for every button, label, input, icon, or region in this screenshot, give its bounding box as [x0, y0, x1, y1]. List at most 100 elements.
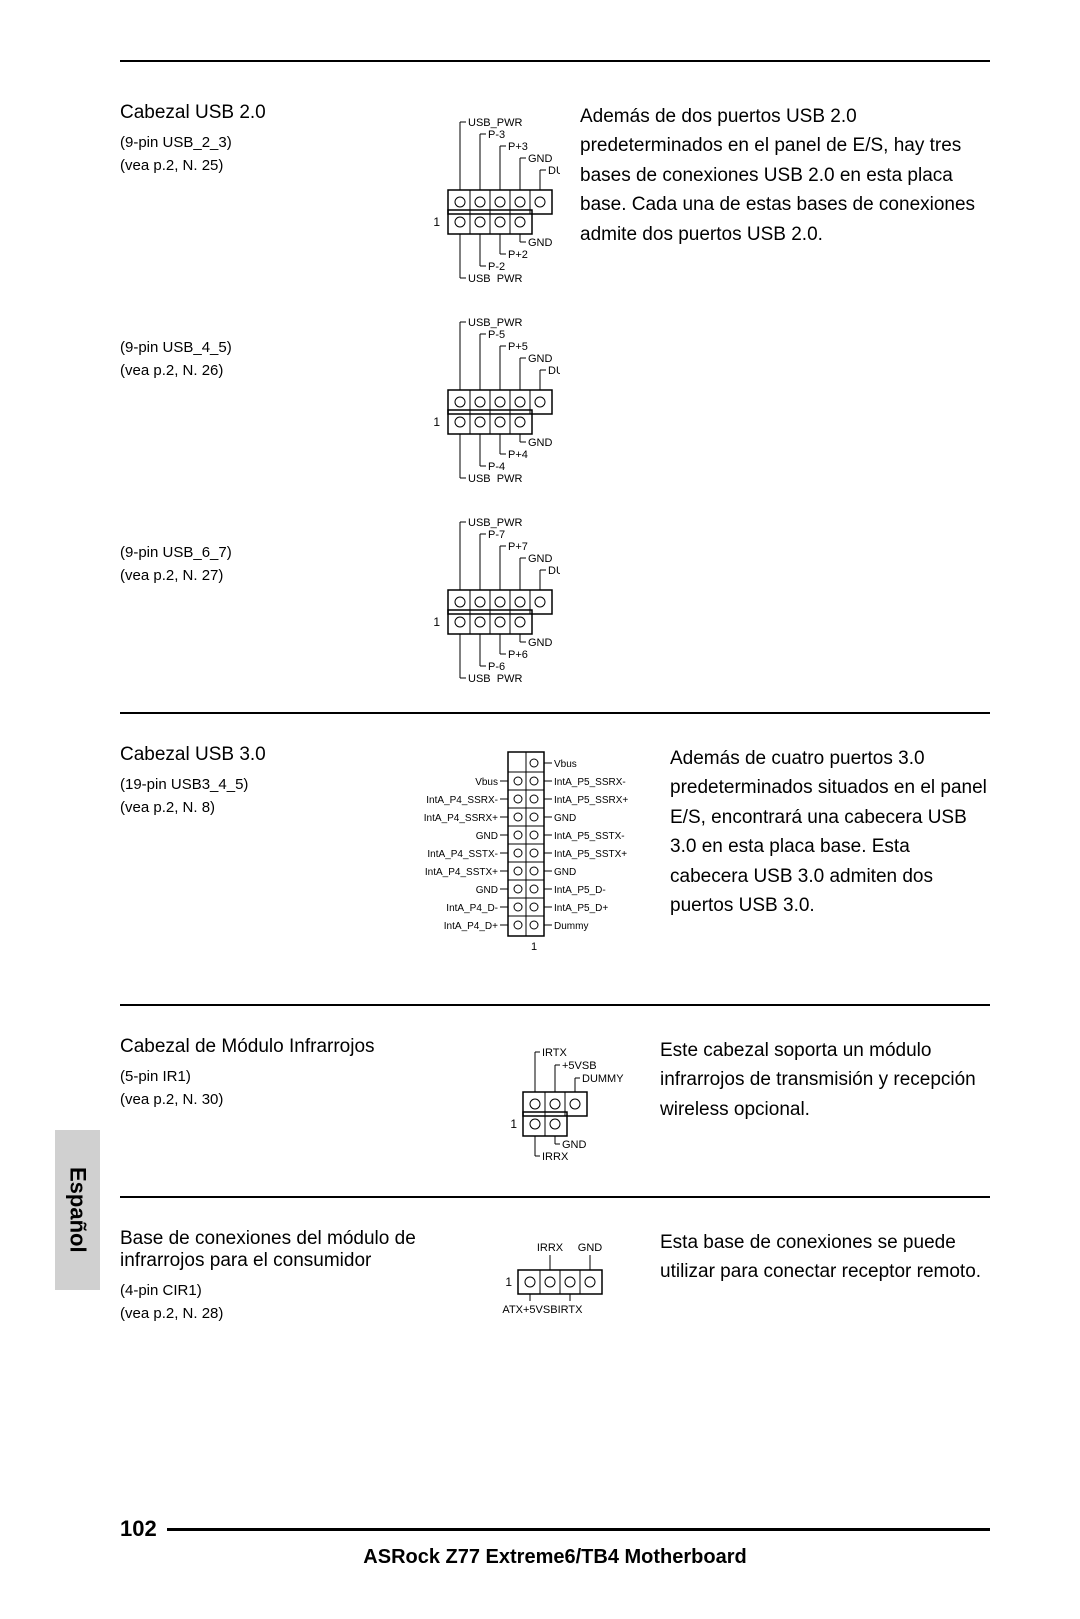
usb20-left: Cabezal USB 2.0 (9-pin USB_2_3) (vea p.2… — [120, 102, 370, 682]
svg-text:IntA_P4_SSTX+: IntA_P4_SSTX+ — [425, 867, 498, 878]
svg-text:GND: GND — [562, 1139, 587, 1151]
svg-text:1: 1 — [505, 1275, 512, 1289]
svg-text:IRRX: IRRX — [537, 1242, 564, 1254]
usb30-left: Cabezal USB 3.0 (19-pin USB3_4_5) (vea p… — [120, 744, 370, 974]
svg-text:1: 1 — [510, 1117, 517, 1131]
svg-text:IntA_P4_D-: IntA_P4_D- — [446, 903, 498, 914]
svg-text:P-2: P-2 — [488, 261, 505, 273]
usb20-ref2-2: (vea p.2, N. 27) — [120, 565, 370, 588]
svg-text:IRTX: IRTX — [542, 1047, 568, 1059]
ir-ref1: (5-pin IR1) — [120, 1066, 460, 1089]
svg-text:DUMMY: DUMMY — [548, 365, 560, 377]
language-tab: Español — [55, 1130, 100, 1290]
ir-ref2: (vea p.2, N. 30) — [120, 1089, 460, 1112]
svg-text:1: 1 — [433, 215, 440, 229]
usb30-section: Cabezal USB 3.0 (19-pin USB3_4_5) (vea p… — [120, 744, 990, 974]
svg-text:IntA_P5_D+: IntA_P5_D+ — [554, 903, 608, 914]
ir-left: Cabezal de Módulo Infrarrojos (5-pin IR1… — [120, 1036, 460, 1166]
usb30-ref2: (vea p.2, N. 8) — [120, 797, 370, 820]
usb30-body: Además de cuatro puertos 3.0 predetermin… — [670, 744, 990, 974]
svg-text:USB_PWR: USB_PWR — [468, 673, 522, 682]
svg-text:P-7: P-7 — [488, 529, 505, 541]
cir-body: Esta base de conexiones se puede utiliza… — [660, 1228, 990, 1325]
usb20-ref1-2: (9-pin USB_6_7) — [120, 542, 370, 565]
svg-text:P+5: P+5 — [508, 341, 528, 353]
svg-text:+5VSB: +5VSB — [562, 1060, 597, 1072]
svg-text:DUMMY: DUMMY — [548, 565, 560, 577]
page-number: 102 — [120, 1516, 157, 1542]
usb20-diagrams: 1USB_PWRP-3P+3GNDDUMMYGNDP+2P-2USB_PWR 1… — [390, 102, 560, 682]
divider-3 — [120, 1196, 990, 1198]
svg-text:GND: GND — [554, 813, 576, 824]
top-rule — [120, 60, 990, 62]
usb20-body: Además de dos puertos USB 2.0 predetermi… — [580, 102, 990, 682]
usb20-ref1-1: (9-pin USB_4_5) — [120, 337, 370, 360]
usb20-ref2-0: (vea p.2, N. 25) — [120, 155, 370, 178]
cir-diagram: 1IRRXGNDATX+5VSBIRTX — [480, 1228, 640, 1325]
cir-title: Base de conexiones del módulo de infrarr… — [120, 1228, 460, 1272]
svg-text:GND: GND — [554, 867, 576, 878]
usb20-section: Cabezal USB 2.0 (9-pin USB_2_3) (vea p.2… — [120, 102, 990, 682]
cir-left: Base de conexiones del módulo de infrarr… — [120, 1228, 460, 1325]
svg-text:USB_PWR: USB_PWR — [468, 317, 522, 329]
svg-text:GND: GND — [476, 831, 498, 842]
svg-text:GND: GND — [528, 437, 553, 449]
svg-text:P-5: P-5 — [488, 329, 505, 341]
svg-text:DUMMY: DUMMY — [582, 1073, 624, 1085]
svg-text:Vbus: Vbus — [554, 759, 577, 770]
svg-text:GND: GND — [528, 237, 553, 249]
svg-text:1: 1 — [531, 941, 537, 953]
svg-text:Vbus: Vbus — [475, 777, 498, 788]
ir-section: Cabezal de Módulo Infrarrojos (5-pin IR1… — [120, 1036, 990, 1166]
svg-text:GND: GND — [528, 153, 553, 165]
svg-text:USB_PWR: USB_PWR — [468, 473, 522, 482]
svg-text:DUMMY: DUMMY — [548, 165, 560, 177]
svg-text:IntA_P4_SSTX-: IntA_P4_SSTX- — [427, 849, 498, 860]
ir-pinout: 1 IRTX+5VSBDUMMY GNDIRRX — [480, 1036, 640, 1166]
svg-text:IntA_P5_D-: IntA_P5_D- — [554, 885, 606, 896]
svg-text:Dummy: Dummy — [554, 921, 588, 932]
svg-text:GND: GND — [528, 553, 553, 565]
svg-text:GND: GND — [528, 637, 553, 649]
usb20-ref1-0: (9-pin USB_2_3) — [120, 132, 370, 155]
svg-text:IRTX: IRTX — [558, 1304, 584, 1316]
svg-text:GND: GND — [476, 885, 498, 896]
ir-body: Este cabezal soporta un módulo infrarroj… — [660, 1036, 990, 1166]
svg-text:P-4: P-4 — [488, 461, 505, 473]
usb20-pinout-2: 1USB_PWRP-7P+7GNDDUMMYGNDP+6P-6USB_PWR — [390, 502, 560, 682]
cir-pinout: 1IRRXGNDATX+5VSBIRTX — [480, 1237, 640, 1317]
svg-text:GND: GND — [578, 1242, 603, 1254]
svg-text:USB_PWR: USB_PWR — [468, 517, 522, 529]
ir-title: Cabezal de Módulo Infrarrojos — [120, 1036, 460, 1058]
svg-text:GND: GND — [528, 353, 553, 365]
svg-text:IntA_P4_SSRX+: IntA_P4_SSRX+ — [424, 813, 498, 824]
usb20-pinout-0: 1USB_PWRP-3P+3GNDDUMMYGNDP+2P-2USB_PWR — [390, 102, 560, 282]
usb30-diagram: Vbus IntA_P5_SSRX- IntA_P5_SSRX+ GND IntA_P5… — [390, 744, 650, 974]
svg-text:P+3: P+3 — [508, 141, 528, 153]
usb30-pinout: Vbus IntA_P5_SSRX- IntA_P5_SSRX+ GND IntA_P5… — [390, 744, 650, 974]
svg-text:IntA_P4_D+: IntA_P4_D+ — [444, 921, 498, 932]
usb20-ref2-1: (vea p.2, N. 26) — [120, 360, 370, 383]
divider-1 — [120, 712, 990, 714]
usb30-ref1: (19-pin USB3_4_5) — [120, 774, 370, 797]
svg-text:P+7: P+7 — [508, 541, 528, 553]
usb20-pinout-1: 1USB_PWRP-5P+5GNDDUMMYGNDP+4P-4USB_PWR — [390, 302, 560, 482]
footer-rule — [167, 1528, 990, 1531]
svg-text:IntA_P5_SSTX+: IntA_P5_SSTX+ — [554, 849, 627, 860]
ir-diagram: 1 IRTX+5VSBDUMMY GNDIRRX — [480, 1036, 640, 1166]
cir-section: Base de conexiones del módulo de infrarr… — [120, 1228, 990, 1325]
usb30-title: Cabezal USB 3.0 — [120, 744, 370, 766]
svg-text:USB_PWR: USB_PWR — [468, 117, 522, 129]
svg-text:P-3: P-3 — [488, 129, 505, 141]
svg-text:IRRX: IRRX — [542, 1151, 569, 1163]
usb20-title: Cabezal USB 2.0 — [120, 102, 370, 124]
svg-text:P+6: P+6 — [508, 649, 528, 661]
svg-text:IntA_P5_SSRX+: IntA_P5_SSRX+ — [554, 795, 628, 806]
svg-text:IntA_P5_SSTX-: IntA_P5_SSTX- — [554, 831, 625, 842]
footer-title: ASRock Z77 Extreme6/TB4 Motherboard — [120, 1546, 990, 1569]
svg-text:USB_PWR: USB_PWR — [468, 273, 522, 282]
cir-ref1: (4-pin CIR1) — [120, 1280, 460, 1303]
svg-text:IntA_P5_SSRX-: IntA_P5_SSRX- — [554, 777, 626, 788]
svg-text:P-6: P-6 — [488, 661, 505, 673]
svg-text:1: 1 — [433, 615, 440, 629]
